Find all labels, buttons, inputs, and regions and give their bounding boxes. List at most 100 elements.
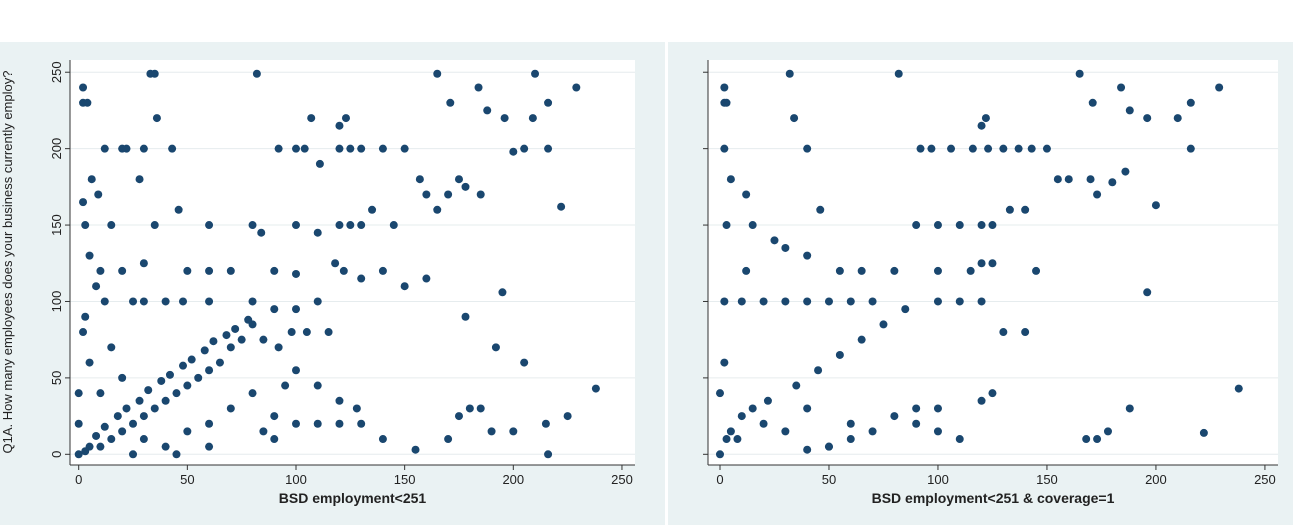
point (890, 266, 899, 275)
point (335, 396, 344, 405)
point (803, 144, 812, 153)
point (100, 422, 109, 431)
point (139, 435, 148, 444)
x-tick-label: 0 (75, 472, 82, 487)
point (1042, 144, 1051, 153)
point (270, 435, 279, 444)
y-tick-label: 150 (49, 214, 64, 236)
point (79, 198, 88, 207)
x-axis-label: BSD employment<251 (279, 490, 427, 506)
point (454, 412, 463, 421)
point (307, 114, 316, 123)
point (531, 69, 540, 78)
point (1088, 98, 1097, 107)
point (300, 144, 309, 153)
point (491, 343, 500, 352)
point (933, 427, 942, 436)
point (977, 121, 986, 130)
point (528, 114, 537, 123)
point (81, 312, 90, 321)
point (74, 389, 83, 398)
point (726, 427, 735, 436)
point (916, 144, 925, 153)
point (748, 404, 757, 413)
point (835, 266, 844, 275)
point (335, 221, 344, 230)
point (454, 175, 463, 184)
point (988, 389, 997, 398)
point (118, 373, 127, 382)
point (901, 305, 910, 314)
point (270, 266, 279, 275)
point (988, 221, 997, 230)
point (118, 266, 127, 275)
point (715, 389, 724, 398)
point (868, 297, 877, 306)
point (509, 427, 518, 436)
point (335, 419, 344, 428)
point (107, 221, 116, 230)
point (814, 366, 823, 375)
point (179, 361, 187, 370)
point (803, 445, 812, 454)
point (346, 221, 355, 230)
point (726, 175, 735, 184)
point (183, 266, 192, 275)
point (113, 412, 122, 421)
point (563, 412, 572, 421)
point (742, 266, 751, 275)
point (270, 305, 279, 314)
point (313, 228, 322, 237)
point (83, 98, 92, 107)
point (139, 412, 148, 421)
point (79, 328, 88, 337)
point (107, 435, 116, 444)
point (1005, 205, 1014, 214)
point (720, 358, 729, 367)
point (988, 259, 997, 268)
point (81, 447, 90, 456)
points (74, 69, 600, 459)
x-tick-label: 50 (822, 472, 836, 487)
point (846, 435, 855, 444)
point (194, 373, 203, 382)
x-tick-label: 250 (611, 472, 633, 487)
point (179, 297, 187, 306)
point (292, 144, 300, 153)
point (335, 121, 344, 130)
point (74, 450, 83, 459)
point (144, 386, 153, 395)
point (1086, 175, 1095, 184)
point (357, 274, 366, 283)
point (139, 144, 148, 153)
point (824, 442, 833, 451)
point (313, 419, 322, 428)
point (422, 190, 431, 199)
x-tick-label: 150 (394, 472, 416, 487)
point (85, 358, 94, 367)
point (912, 221, 921, 230)
point (999, 144, 1008, 153)
point (368, 205, 377, 214)
point (172, 389, 181, 398)
x-tick-label: 100 (285, 472, 307, 487)
point (161, 297, 170, 306)
point (100, 297, 109, 306)
point (259, 427, 268, 436)
point (1027, 144, 1036, 153)
point (172, 450, 181, 459)
y-tick-label: 250 (49, 61, 64, 83)
point (894, 69, 903, 78)
point (96, 266, 105, 275)
point (248, 389, 257, 398)
point (977, 221, 986, 230)
point (722, 221, 731, 230)
point (720, 83, 729, 92)
point (313, 297, 322, 306)
point (341, 114, 350, 123)
point (107, 343, 116, 352)
point (1093, 190, 1102, 199)
point (85, 251, 94, 260)
point (252, 69, 261, 78)
point (378, 435, 387, 444)
